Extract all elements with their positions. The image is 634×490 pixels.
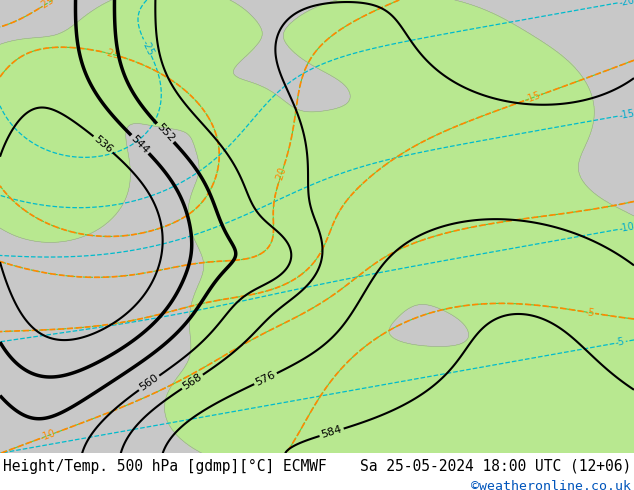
Text: -25: -25 xyxy=(37,0,56,12)
Text: -5: -5 xyxy=(584,307,595,318)
Text: 560: 560 xyxy=(138,373,160,393)
Text: 536: 536 xyxy=(92,134,114,155)
Text: -25: -25 xyxy=(103,48,121,61)
Text: -15: -15 xyxy=(618,108,634,121)
Text: ©weatheronline.co.uk: ©weatheronline.co.uk xyxy=(471,480,631,490)
Text: -20: -20 xyxy=(618,0,634,8)
Text: -15: -15 xyxy=(523,90,541,105)
Text: 584: 584 xyxy=(320,424,343,440)
Text: -10: -10 xyxy=(618,221,634,234)
Text: -20: -20 xyxy=(274,166,288,184)
Text: 568: 568 xyxy=(181,372,204,392)
Text: 552: 552 xyxy=(155,122,176,144)
Text: -25: -25 xyxy=(139,38,155,57)
Text: Height/Temp. 500 hPa [gdmp][°C] ECMWF: Height/Temp. 500 hPa [gdmp][°C] ECMWF xyxy=(3,459,327,474)
Text: 576: 576 xyxy=(254,369,277,388)
Text: -10: -10 xyxy=(39,428,58,443)
Text: Sa 25-05-2024 18:00 UTC (12+06): Sa 25-05-2024 18:00 UTC (12+06) xyxy=(359,459,631,474)
Text: 544: 544 xyxy=(129,133,151,155)
Text: -5: -5 xyxy=(614,337,626,348)
